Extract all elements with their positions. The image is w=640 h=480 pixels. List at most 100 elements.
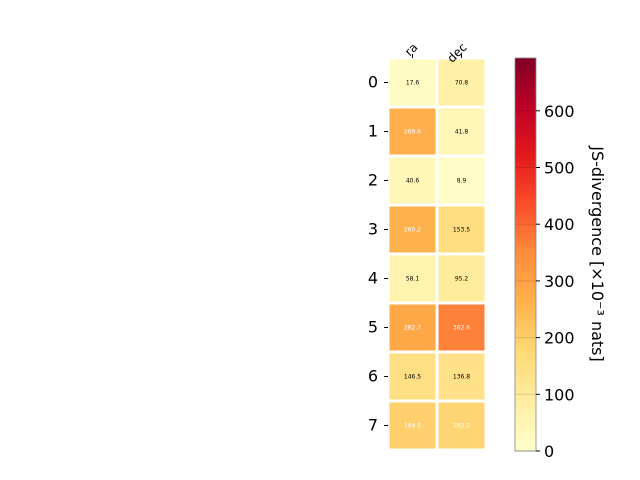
heatmap-cell-3-dec — [438, 206, 485, 253]
colorbar-frame — [514, 57, 537, 452]
colorbar-segment — [515, 169, 536, 174]
colorbar-segment — [515, 192, 536, 197]
colorbar-segment — [515, 97, 536, 102]
heatmap-cell-4-ra — [389, 255, 436, 302]
cell-value-1-dec: 41.8 — [455, 129, 469, 136]
colorbar-segment — [515, 221, 536, 226]
colorbar-segment — [515, 71, 536, 75]
cell-value-1-ra: 269.6 — [404, 129, 421, 136]
colorbar-segment — [515, 208, 536, 213]
colorbar-segment — [515, 277, 536, 282]
colorbar-segment — [515, 116, 536, 121]
cell-value-6-ra: 146.5 — [404, 374, 421, 381]
y-axis-ticks: 0 1 2 3 4 5 6 7 — [368, 73, 388, 435]
colorbar-label: JS-divergence [×10⁻³ nats] — [588, 145, 607, 361]
colorbar-segment — [515, 349, 536, 354]
colorbar-segment — [515, 401, 536, 406]
colorbar-segment — [515, 313, 536, 318]
colorbar-segment — [515, 270, 536, 275]
colorbar-segment — [515, 94, 536, 98]
colorbar-segment — [515, 80, 536, 85]
colorbar-segment — [515, 247, 536, 252]
colorbar-segment — [515, 283, 536, 288]
colorbar-segment — [515, 385, 536, 390]
colorbar-segment — [515, 372, 536, 377]
colorbar-segment — [515, 185, 536, 190]
colorbar-segment — [515, 267, 536, 272]
colorbar-segment — [515, 441, 536, 446]
colorbar-segment — [515, 172, 536, 177]
colorbar-segment — [515, 107, 536, 111]
colorbar-segment — [515, 293, 536, 298]
colorbar-segment — [515, 133, 536, 138]
cell-value-0-ra: 17.6 — [406, 80, 420, 87]
colorbar-segment — [515, 175, 536, 180]
cell-value-3-dec: 153.5 — [453, 227, 470, 234]
colorbar-segment — [515, 136, 536, 141]
colorbar-segment — [515, 228, 536, 233]
colorbar-segment — [515, 408, 536, 413]
colorbar-segment — [515, 166, 536, 170]
colorbar-segment — [515, 130, 536, 134]
colorbar-segment — [515, 434, 536, 439]
colorbar-segment — [515, 195, 536, 200]
colorbar-segment — [515, 388, 536, 393]
colorbar-segment — [515, 411, 536, 416]
heatmap-cell-1-dec — [438, 108, 485, 155]
colorbar-segment — [515, 159, 536, 164]
colorbar-segment — [515, 139, 536, 144]
x-tick-label-ra: ra — [402, 40, 421, 59]
colorbar-segment — [515, 326, 536, 331]
colorbar-segment — [515, 156, 536, 161]
colorbar-segment — [515, 152, 536, 157]
colorbar-segment — [515, 100, 536, 105]
colorbar-segment — [515, 392, 536, 396]
colorbar-segment — [515, 123, 536, 128]
colorbar-segment — [515, 202, 536, 206]
colorbar-segment — [515, 280, 536, 285]
colorbar-segment — [515, 339, 536, 344]
colorbar-tick-label-300: 300 — [544, 272, 575, 291]
y-tick-label-1: 1 — [368, 122, 378, 141]
colorbar-segment — [515, 61, 536, 66]
colorbar-segment — [515, 297, 536, 301]
colorbar-segment — [515, 382, 536, 387]
colorbar-tick-label-600: 600 — [544, 102, 575, 121]
colorbar-segment — [515, 110, 536, 115]
colorbar-segment — [515, 437, 536, 442]
colorbar-segment — [515, 261, 536, 265]
colorbar-segment — [515, 251, 536, 256]
colorbar-segment — [515, 444, 536, 449]
colorbar-segment — [515, 211, 536, 216]
colorbar-segment — [515, 67, 536, 72]
colorbar-tick-label-500: 500 — [544, 158, 575, 177]
cell-value-2-ra: 40.6 — [406, 178, 420, 185]
cell-value-3-ra: 260.2 — [404, 227, 421, 234]
colorbar-segment — [515, 215, 536, 220]
colorbar-segment — [515, 87, 536, 92]
y-tick-label-4: 4 — [368, 269, 378, 288]
colorbar-segment — [515, 342, 536, 347]
colorbar-segment — [515, 369, 536, 373]
y-tick-label-7: 7 — [368, 416, 378, 435]
colorbar-segment — [515, 234, 536, 239]
colorbar-segment — [515, 113, 536, 118]
cell-value-7-dec: 182.2 — [453, 423, 470, 430]
colorbar-segment — [515, 74, 536, 79]
colorbar-segment — [515, 310, 536, 315]
heatmap-cell-2-dec — [438, 157, 485, 204]
colorbar-segment — [515, 336, 536, 341]
colorbar-segment — [515, 238, 536, 242]
colorbar-segment — [515, 189, 536, 193]
colorbar-segment — [515, 218, 536, 223]
colorbar-segment — [515, 365, 536, 370]
colorbar-segment — [515, 146, 536, 151]
cell-value-6-dec: 136.8 — [453, 374, 470, 381]
colorbar-tick-label-400: 400 — [544, 215, 575, 234]
colorbar-segment — [515, 346, 536, 351]
colorbar-segment — [515, 362, 536, 367]
colorbar-segment — [515, 414, 536, 419]
y-tick-label-3: 3 — [368, 220, 378, 239]
colorbar-segment — [515, 428, 536, 432]
